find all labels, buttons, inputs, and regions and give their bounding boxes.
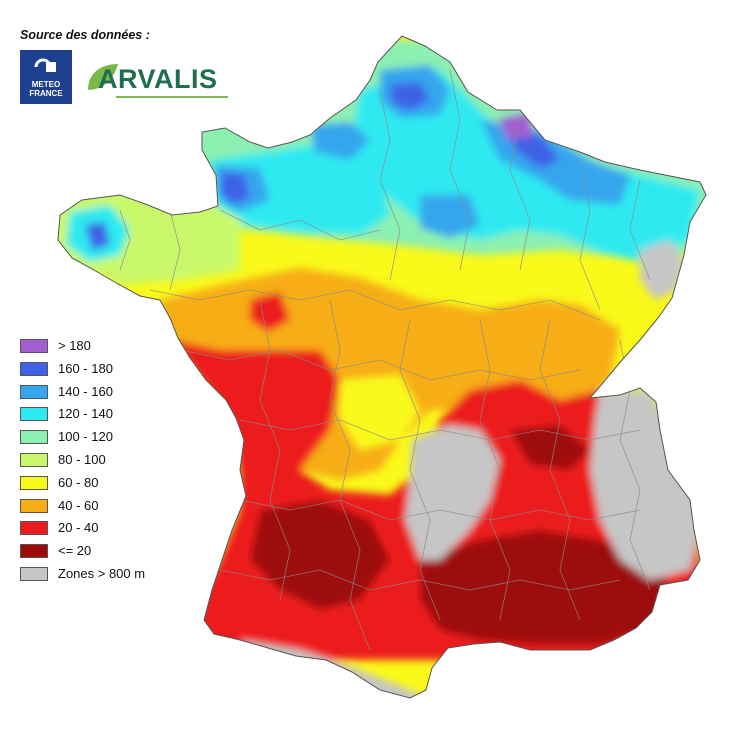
zone-under-20-southwest [250, 500, 390, 610]
legend-swatch [20, 430, 48, 445]
legend-item: 160 - 180 [20, 360, 220, 376]
legend-item: > 180 [20, 337, 220, 353]
zone-over-180 [498, 112, 534, 140]
meteo-france-line2: FRANCE [29, 89, 63, 98]
legend-label: > 180 [58, 338, 91, 353]
zone-under-20-mediterranean [420, 530, 680, 645]
legend-label: 40 - 60 [58, 497, 99, 513]
legend-label: <= 20 [58, 543, 92, 559]
legend-swatch [20, 453, 48, 467]
zone-140-160-d [420, 195, 480, 238]
arvalis-logo: ARVALIS [84, 60, 234, 98]
meteo-france-text: METEO FRANCE [20, 80, 72, 98]
legend-swatch [20, 567, 48, 581]
legend-swatch [20, 475, 48, 490]
legend-label: 100 - 120 [58, 429, 113, 445]
legend-item: 100 - 120 [20, 428, 220, 445]
zone-60-80-island [340, 375, 420, 450]
legend-label: 120 - 140 [58, 406, 113, 422]
meteo-france-line1: METEO [31, 80, 61, 89]
zone-vosges-jura [640, 240, 685, 300]
legend-item: 20 - 40 [20, 519, 220, 536]
meteo-france-logo: METEO FRANCE [20, 50, 72, 104]
legend-swatch [20, 339, 48, 353]
zone-160-180-a [390, 82, 430, 110]
legend-swatch [20, 521, 48, 536]
legend-item: Zones > 800 m [20, 565, 220, 581]
legend-label: 140 - 160 [58, 383, 113, 399]
arvalis-wordmark: ARVALIS [98, 64, 218, 94]
legend-swatch [20, 407, 48, 422]
zone-160-180-d [85, 222, 110, 250]
arvalis-underline [116, 96, 228, 98]
legend-item: 60 - 80 [20, 474, 220, 490]
legend-swatch [20, 544, 48, 559]
legend-swatch [20, 361, 48, 376]
legend-item: 40 - 60 [20, 497, 220, 513]
zone-140-160-e [310, 122, 370, 160]
zone-160-180-c [220, 172, 250, 204]
legend-label: 80 - 100 [58, 452, 106, 467]
legend-item: 140 - 160 [20, 383, 220, 399]
legend-label: 60 - 80 [58, 474, 99, 490]
legend-label: 20 - 40 [58, 520, 99, 536]
legend-swatch [20, 384, 48, 399]
legend-item: <= 20 [20, 542, 220, 559]
data-source-label: Source des données : [20, 28, 150, 42]
legend-label: 160 - 180 [58, 360, 113, 376]
meteo-france-mark-icon [34, 58, 56, 72]
legend-swatch [20, 498, 48, 513]
zone-120-140-normandy [210, 140, 390, 235]
legend-item: 80 - 100 [20, 451, 220, 467]
legend-label: Zones > 800 m [58, 566, 146, 581]
arvalis-leaf-icon [88, 64, 118, 90]
france-outline [57, 35, 707, 699]
legend-item: 120 - 140 [20, 405, 220, 422]
